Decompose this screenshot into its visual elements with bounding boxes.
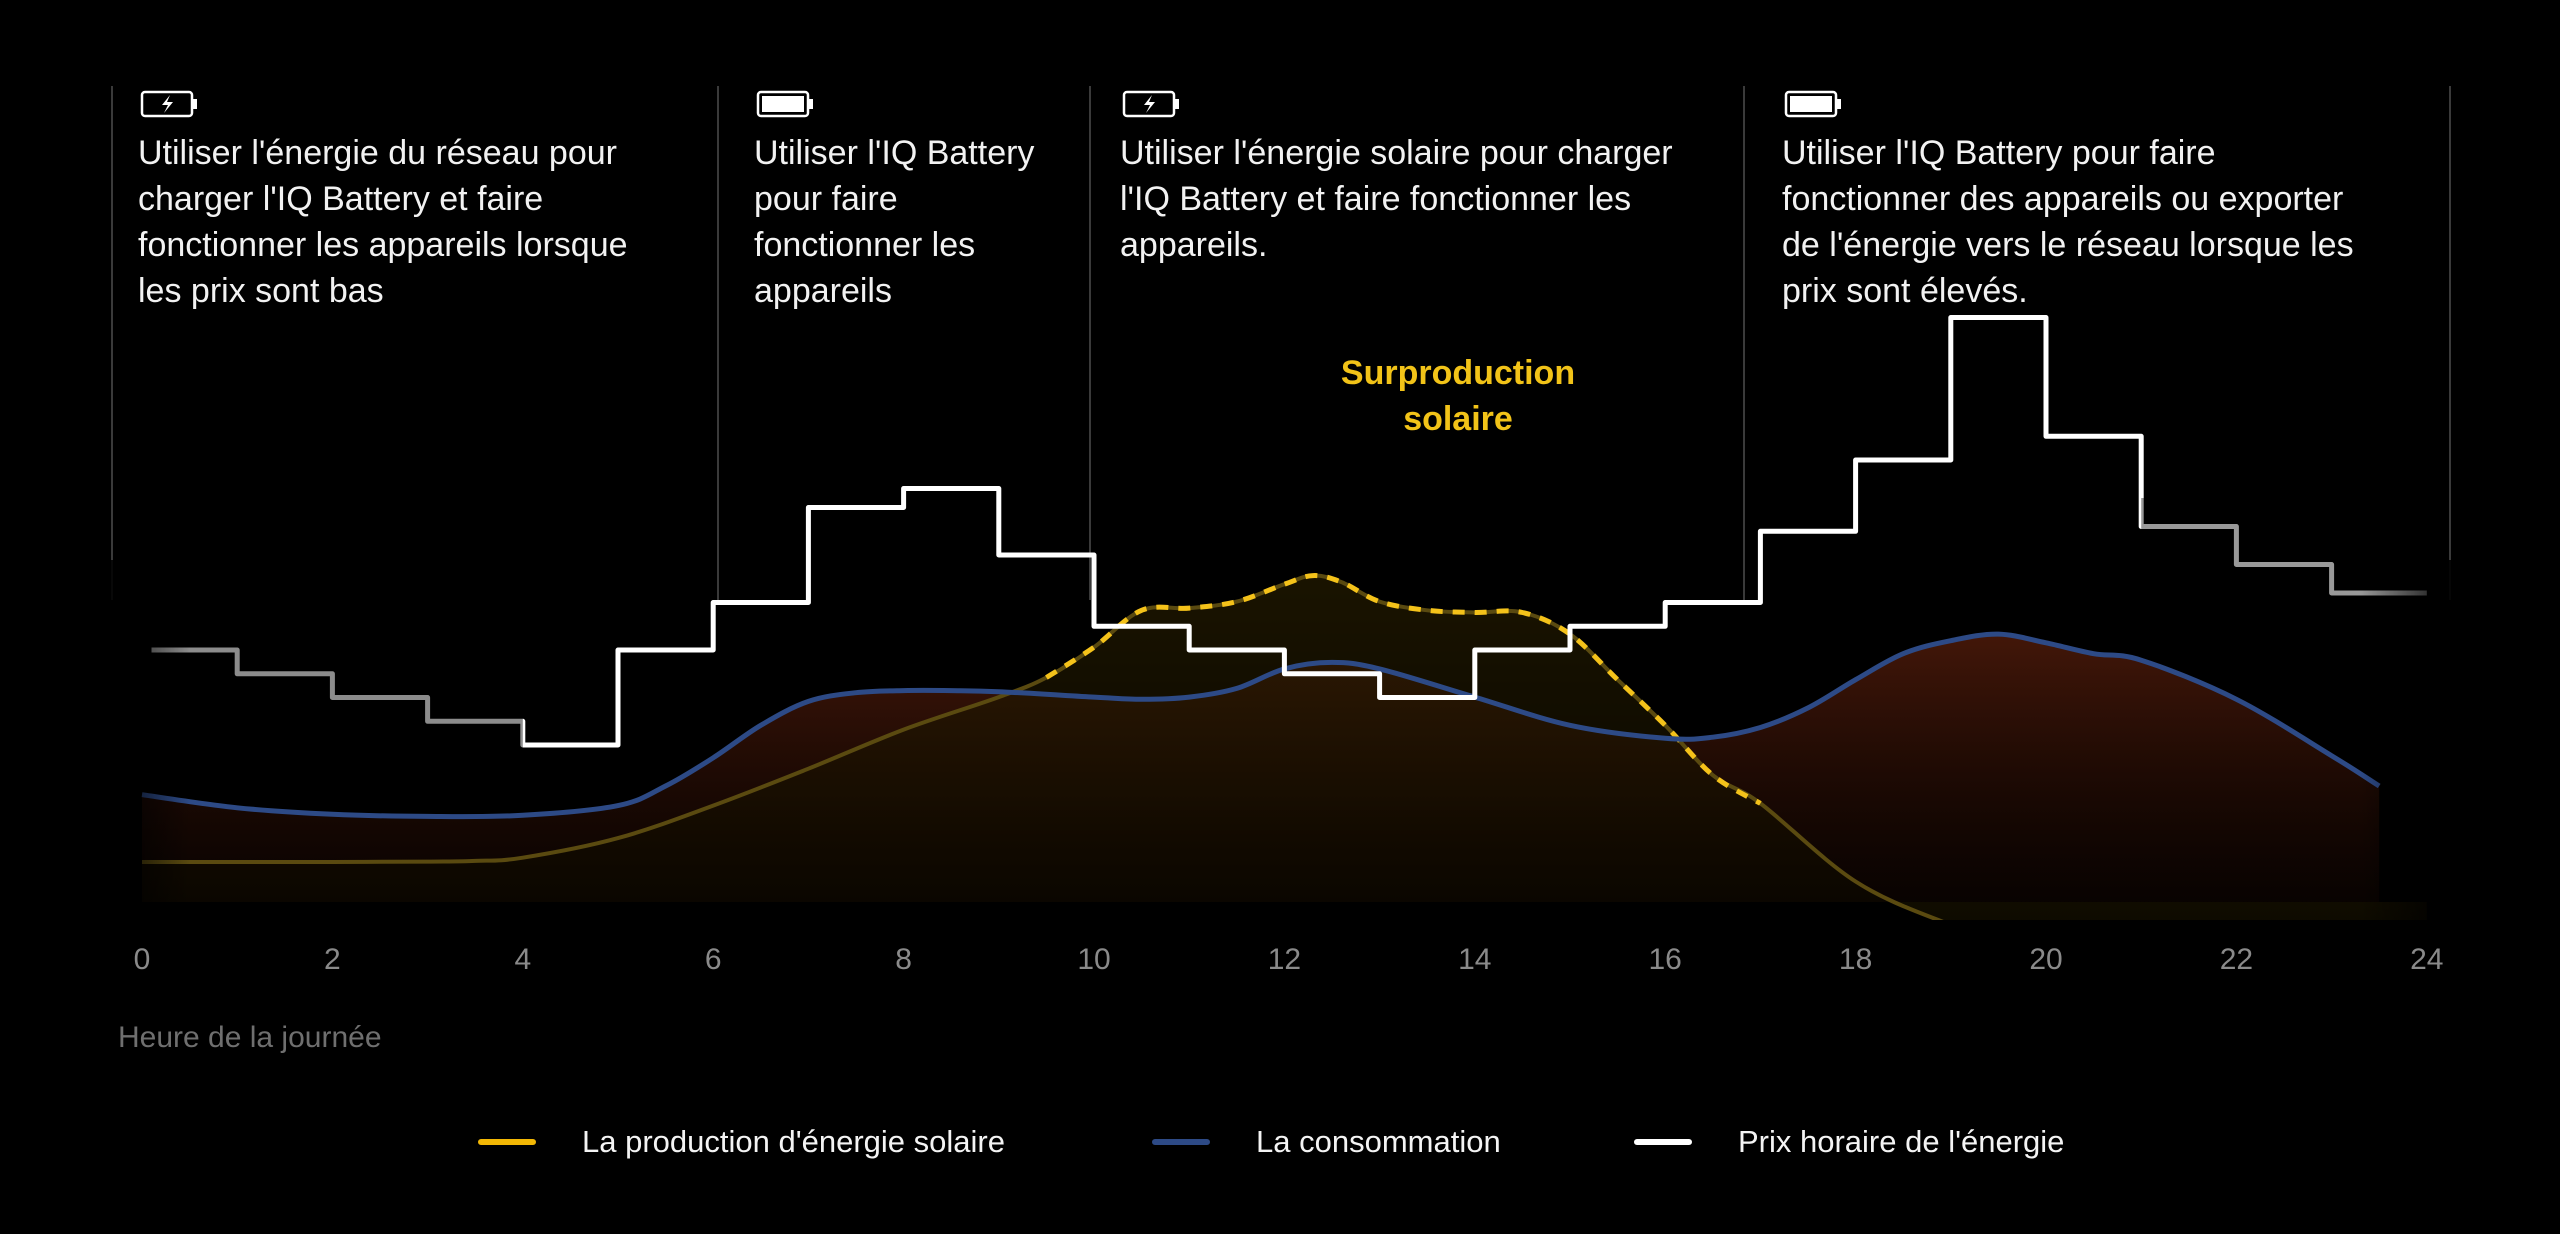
zone-text-line: pour faire: [754, 180, 898, 218]
x-tick-label: 10: [1077, 943, 1111, 976]
zone-text-solar-charge: Utiliser l'énergie solaire pour charger l…: [1120, 130, 1673, 268]
legend-label-price: Prix horaire de l'énergie: [1738, 1124, 2065, 1159]
legend-item-solar: La production d'énergie solaire: [478, 1124, 1005, 1160]
x-tick-label: 0: [133, 943, 151, 976]
x-tick-label: 4: [514, 943, 532, 976]
x-tick-label: 14: [1458, 943, 1492, 976]
legend-swatch-price: [1634, 1139, 1692, 1145]
zone-text-line: charger l'IQ Battery et faire: [138, 180, 544, 218]
x-tick-label: 12: [1267, 943, 1302, 976]
legend-label-consumption: La consommation: [1256, 1124, 1501, 1159]
zone-text-battery-morning: Utiliser l'IQ Battery pour faire fonctionn…: [754, 130, 1034, 314]
zone-text-line: fonctionner les appareils lorsque: [138, 226, 628, 264]
right-fade: [2360, 560, 2460, 920]
left-fade: [100, 560, 190, 920]
battery-full-icon: [1784, 90, 1841, 118]
x-axis-label: Heure de la journée: [118, 1021, 382, 1054]
solar-underlay: [142, 575, 1939, 920]
x-tick-label: 16: [1648, 943, 1682, 976]
legend-item-price: Prix horaire de l'énergie: [1634, 1124, 2064, 1160]
x-tick-label: 20: [2029, 943, 2063, 976]
zone-text-line: fonctionner les: [754, 226, 976, 264]
x-tick-label: 24: [2410, 943, 2444, 976]
x-tick-label: 8: [895, 943, 912, 976]
surplus-label: Surproduction solaire: [1308, 350, 1608, 442]
surplus-label-line-1: Surproduction: [1340, 354, 1576, 392]
zone-text-line: Utiliser l'IQ Battery pour faire: [1782, 134, 2216, 172]
zone-text-battery-evening: Utiliser l'IQ Battery pour faire fonction…: [1782, 130, 2354, 314]
zone-text-line: Utiliser l'énergie du réseau pour: [138, 134, 617, 172]
zone-text-line: appareils: [754, 272, 892, 310]
zone-text-line: prix sont élevés.: [1782, 272, 2028, 310]
price-line: [151, 315, 2427, 748]
battery-charging-icon: [140, 90, 197, 118]
x-tick-label: 22: [2219, 943, 2254, 976]
x-tick-label: 18: [1838, 943, 1873, 976]
x-tick-label: 6: [704, 943, 722, 976]
legend-swatch-consumption: [1152, 1139, 1210, 1145]
zone-text-line: Utiliser l'IQ Battery: [754, 134, 1035, 172]
zone-text-grid-charge: Utiliser l'énergie du réseau pour charger…: [138, 130, 628, 314]
x-tick-label: 2: [324, 943, 341, 976]
legend-item-consumption: La consommation: [1152, 1124, 1501, 1160]
surplus-label-line-2: solaire: [1403, 400, 1513, 438]
legend-swatch-solar: [478, 1139, 536, 1145]
zone-text-line: fonctionner des appareils ou exporter: [1782, 180, 2344, 218]
battery-charging-icon: [1122, 90, 1179, 118]
zone-text-line: l'IQ Battery et faire fonctionner les: [1120, 180, 1632, 218]
price-fade-left: [132, 621, 523, 769]
zone-text-line: les prix sont bas: [138, 272, 384, 310]
zone-text-line: Utiliser l'énergie solaire pour charger: [1120, 134, 1673, 172]
battery-full-icon: [756, 90, 813, 118]
legend-label-solar: La production d'énergie solaire: [582, 1124, 1005, 1159]
zone-text-line: de l'énergie vers le réseau lorsque les: [1782, 226, 2354, 264]
zone-text-line: appareils.: [1120, 226, 1268, 264]
